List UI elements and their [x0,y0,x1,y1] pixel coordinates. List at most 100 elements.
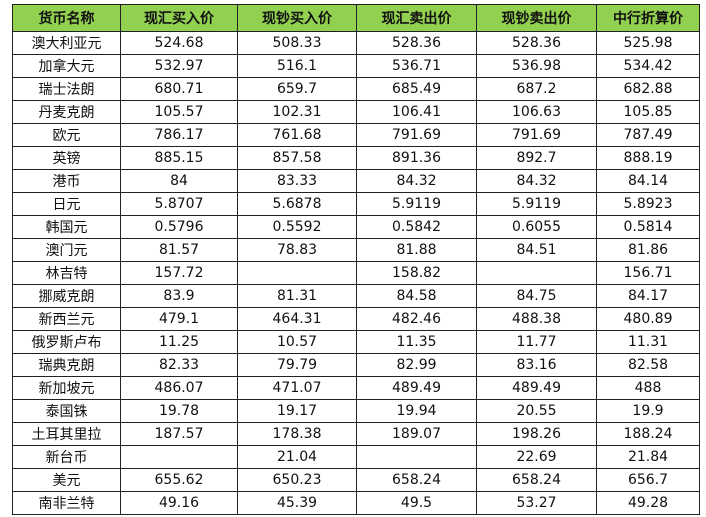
table-row: 新西兰元 479.1 464.31 482.46 488.38 480.89 [12,307,700,331]
table-row: 新加坡元 486.07 471.07 489.49 489.49 488 [12,376,700,400]
table-row: 瑞士法朗 680.71 659.7 685.49 687.2 682.88 [12,77,700,101]
currency-name-cell: 日元 [12,192,121,216]
exchange-rate-table: 货币名称 现汇买入价 现钞买入价 现汇卖出价 现钞卖出价 中行折算价 澳大利亚元 524.6… [12,4,700,515]
currency-name-cell: 英镑 [12,146,121,170]
rate-cell: 489.49 [356,376,477,400]
rate-cell: 79.79 [237,353,357,377]
rate-cell: 885.15 [120,146,238,170]
rate-cell: 83.9 [120,284,238,308]
rate-cell: 11.77 [476,330,597,354]
rate-cell: 655.62 [120,468,238,492]
rate-cell: 891.36 [356,146,477,170]
table-row: 新台币 21.04 22.69 21.84 [12,445,700,469]
currency-name-cell: 港币 [12,169,121,193]
currency-name-cell: 新台币 [12,445,121,469]
currency-name-cell: 美元 [12,468,121,492]
table-row: 土耳其里拉 187.57 178.38 189.07 198.26 188.24 [12,422,700,446]
rate-cell: 682.88 [596,77,700,101]
rate-cell: 488 [596,376,700,400]
rate-cell: 5.8707 [120,192,238,216]
currency-name-cell: 挪威克朗 [12,284,121,308]
table-row: 俄罗斯卢布 11.25 10.57 11.35 11.77 11.31 [12,330,700,354]
column-header: 中行折算价 [596,4,700,32]
currency-name-cell: 南非兰特 [12,491,121,515]
rate-cell: 49.28 [596,491,700,515]
rate-cell: 106.41 [356,100,477,124]
rate-cell: 482.46 [356,307,477,331]
table-row: 美元 655.62 650.23 658.24 658.24 656.7 [12,468,700,492]
rate-cell: 20.55 [476,399,597,423]
table-row: 欧元 786.17 761.68 791.69 791.69 787.49 [12,123,700,147]
rate-cell: 464.31 [237,307,357,331]
rate-cell: 761.68 [237,123,357,147]
table-row: 林吉特 157.72 158.82 156.71 [12,261,700,285]
rate-cell: 49.5 [356,491,477,515]
rate-cell: 508.33 [237,31,357,55]
rate-cell: 528.36 [476,31,597,55]
rate-cell: 5.9119 [476,192,597,216]
rate-cell: 11.35 [356,330,477,354]
rate-cell: 49.16 [120,491,238,515]
rate-cell: 486.07 [120,376,238,400]
currency-name-cell: 土耳其里拉 [12,422,121,446]
rate-cell: 786.17 [120,123,238,147]
currency-name-cell: 丹麦克朗 [12,100,121,124]
rate-cell: 5.8923 [596,192,700,216]
rate-cell: 198.26 [476,422,597,446]
rate-cell: 81.86 [596,238,700,262]
rate-cell: 659.7 [237,77,357,101]
rate-cell: 81.31 [237,284,357,308]
rate-cell: 656.7 [596,468,700,492]
rate-cell: 156.71 [596,261,700,285]
rate-cell: 84.32 [356,169,477,193]
rate-cell: 84.75 [476,284,597,308]
currency-name-cell: 林吉特 [12,261,121,285]
rate-cell: 82.58 [596,353,700,377]
table-row: 澳大利亚元 524.68 508.33 528.36 528.36 525.98 [12,31,700,55]
currency-name-cell: 泰国铢 [12,399,121,423]
rate-cell: 19.94 [356,399,477,423]
rate-cell: 791.69 [476,123,597,147]
header-row: 货币名称 现汇买入价 现钞买入价 现汇卖出价 现钞卖出价 中行折算价 [12,4,700,32]
rate-cell: 0.5796 [120,215,238,239]
currency-name-cell: 加拿大元 [12,54,121,78]
rate-cell: 687.2 [476,77,597,101]
rate-cell: 516.1 [237,54,357,78]
rate-cell: 53.27 [476,491,597,515]
rate-cell: 488.38 [476,307,597,331]
rate-cell: 0.6055 [476,215,597,239]
rate-cell: 84.51 [476,238,597,262]
rate-cell: 787.49 [596,123,700,147]
rate-cell: 857.58 [237,146,357,170]
rate-cell: 471.07 [237,376,357,400]
rate-cell: 81.57 [120,238,238,262]
table-row: 丹麦克朗 105.57 102.31 106.41 106.63 105.85 [12,100,700,124]
rate-cell: 19.78 [120,399,238,423]
rate-cell: 11.25 [120,330,238,354]
column-header: 现钞卖出价 [476,4,597,32]
rate-cell: 534.42 [596,54,700,78]
rate-cell: 892.7 [476,146,597,170]
rate-cell: 158.82 [356,261,477,285]
rate-cell: 0.5814 [596,215,700,239]
table-row: 韩国元 0.5796 0.5592 0.5842 0.6055 0.5814 [12,215,700,239]
rate-cell: 479.1 [120,307,238,331]
rate-cell: 791.69 [356,123,477,147]
table-row: 港币 84 83.33 84.32 84.32 84.14 [12,169,700,193]
rate-cell [120,445,238,469]
rate-cell: 19.9 [596,399,700,423]
currency-name-cell: 瑞典克朗 [12,353,121,377]
currency-name-cell: 韩国元 [12,215,121,239]
rate-cell: 0.5842 [356,215,477,239]
rate-cell: 536.71 [356,54,477,78]
rate-cell: 888.19 [596,146,700,170]
rate-cell: 680.71 [120,77,238,101]
rate-cell [356,445,477,469]
rate-cell: 188.24 [596,422,700,446]
table-row: 英镑 885.15 857.58 891.36 892.7 888.19 [12,146,700,170]
column-header: 现汇卖出价 [356,4,477,32]
rate-cell [237,261,357,285]
rate-cell: 84 [120,169,238,193]
rate-cell: 102.31 [237,100,357,124]
table-header: 货币名称 现汇买入价 现钞买入价 现汇卖出价 现钞卖出价 中行折算价 [12,4,700,32]
